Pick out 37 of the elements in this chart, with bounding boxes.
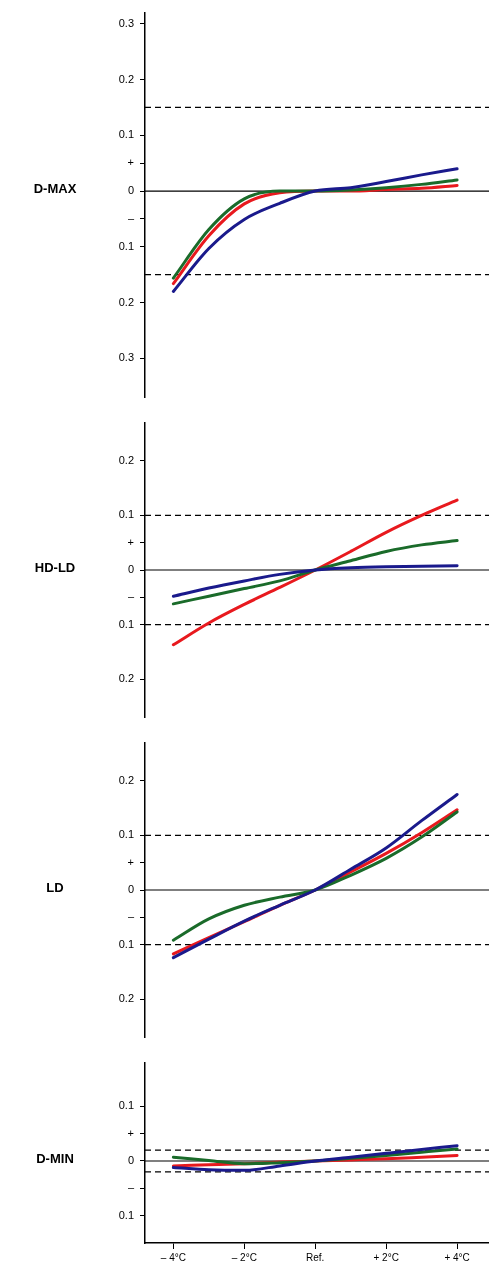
y-tick-label: 0.1 [118, 937, 134, 950]
y-tick-label: + [127, 855, 134, 868]
y-tick-label: 0.2 [118, 72, 134, 85]
y-tick-label: 0.1 [118, 1099, 134, 1112]
y-tick-label: 0 [127, 563, 134, 576]
y-tick-label: + [127, 156, 134, 169]
y-tick-label: 0.1 [118, 239, 134, 252]
y-tick-label: 0 [127, 1154, 134, 1167]
y-tick-label: 0.1 [118, 128, 134, 141]
x-tick-label: + 2°C [373, 1251, 399, 1263]
y-tick-label: 0.2 [118, 453, 134, 466]
y-axis-title: D-MAX [33, 180, 77, 196]
y-tick-label: 0.2 [118, 295, 134, 308]
y-tick-label: 0.2 [118, 672, 134, 685]
y-tick-label: 0.1 [118, 828, 134, 841]
y-tick-label: 0.1 [118, 617, 134, 630]
y-tick-label: 0.2 [118, 773, 134, 786]
y-tick-label: 0.1 [118, 508, 134, 521]
y-axis-title: LD [46, 879, 64, 895]
y-tick-label: + [127, 535, 134, 548]
y-axis-title: D-MIN [36, 1150, 74, 1166]
x-tick-label: + 4°C [444, 1251, 470, 1263]
y-tick-label: – [127, 211, 135, 224]
y-tick-label: – [127, 590, 135, 603]
y-tick-label: + [127, 1126, 134, 1139]
y-tick-label: 0.3 [118, 16, 134, 29]
y-tick-label: – [127, 910, 135, 923]
y-tick-label: – [127, 1181, 135, 1194]
y-tick-label: 0.1 [118, 1208, 134, 1221]
y-tick-label: 0 [127, 883, 134, 896]
y-tick-label: 0.2 [118, 992, 134, 1005]
y-axis-title: HD-LD [34, 559, 76, 575]
x-tick-label: – 4°C [160, 1251, 186, 1263]
y-tick-label: 0.3 [118, 351, 134, 364]
x-tick-label: – 2°C [231, 1251, 257, 1263]
y-tick-label: 0 [127, 184, 134, 197]
x-tick-label: Ref. [306, 1251, 325, 1263]
